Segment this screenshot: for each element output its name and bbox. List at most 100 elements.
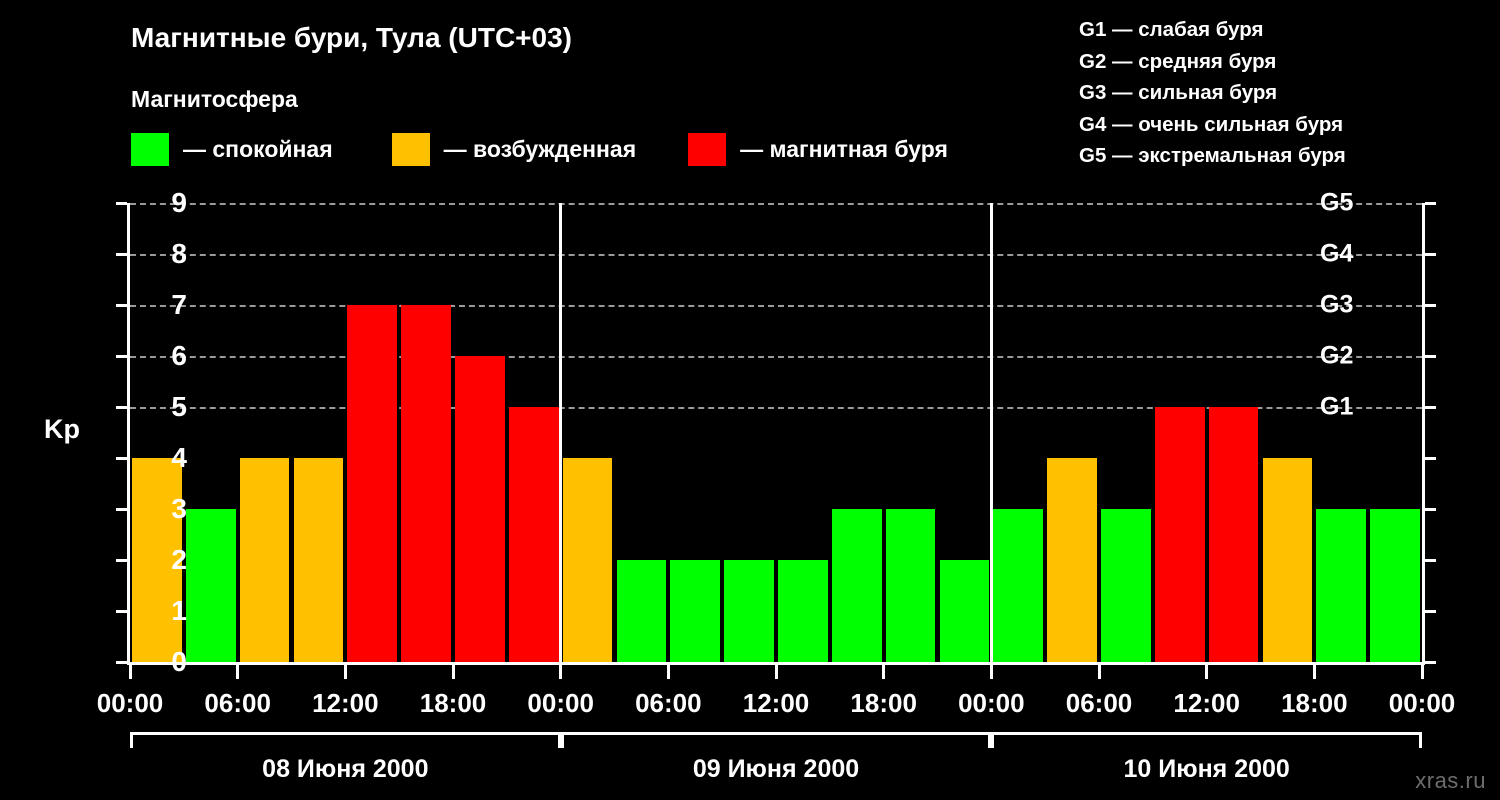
y-axis-label-0: 0 [171, 646, 187, 677]
x-tick [989, 662, 993, 679]
bar[interactable] [1208, 407, 1259, 662]
y-axis-label-7: 7 [171, 289, 187, 320]
g-scale-legend: G1 — слабая буря G2 — средняя буря G3 — … [1079, 14, 1346, 172]
x-tick [774, 662, 778, 679]
bar[interactable] [724, 560, 774, 662]
bar[interactable] [1262, 458, 1313, 662]
page-title: Магнитные бури, Тула (UTC+03) [131, 22, 572, 53]
g-tick-2 [1425, 558, 1436, 562]
day-bracket [130, 732, 561, 748]
bar[interactable] [778, 560, 828, 662]
magnetosphere-legend: — спокойная — возбужденная — магнитная б… [131, 131, 948, 167]
g-scale-line-g2: G2 — средняя буря [1079, 49, 1277, 73]
bar[interactable] [616, 560, 667, 662]
bar[interactable] [508, 407, 559, 662]
day-separator [989, 203, 993, 662]
legend-item-storm: — магнитная буря [688, 132, 948, 166]
y-axis-label-1: 1 [171, 595, 187, 626]
y-axis-label-9: 9 [171, 187, 187, 218]
y-tick-5 [116, 405, 127, 409]
day-bracket [560, 732, 992, 748]
legend-item-unsettled: — возбужденная [391, 132, 637, 166]
bar-series [130, 203, 1422, 662]
g-scale-line-g1: G1 — слабая буря [1079, 18, 1264, 41]
y-axis-title: Kp [44, 414, 80, 444]
x-axis-label: 00:00 [527, 688, 594, 718]
y-tick-3 [116, 507, 127, 511]
x-axis-label: 12:00 [312, 688, 379, 718]
y-axis-label-8: 8 [171, 238, 187, 269]
g-axis-label-g2: G2 [1320, 341, 1354, 370]
bar[interactable] [1370, 509, 1420, 662]
y-tick-6 [116, 354, 127, 358]
bar[interactable] [185, 509, 236, 662]
gridline-kp-9 [130, 203, 1422, 205]
g-tick-1 [1425, 609, 1436, 613]
g-tick-6 [1425, 354, 1436, 358]
bar[interactable] [1047, 458, 1097, 662]
x-axis-label: 18:00 [850, 688, 917, 718]
legend-item-quiet: — спокойная [131, 132, 333, 166]
y-tick-1 [116, 609, 127, 613]
bar[interactable] [885, 509, 936, 662]
x-axis-label: 12:00 [1173, 688, 1240, 718]
x-tick [451, 662, 455, 679]
y-tick-2 [116, 558, 127, 562]
legend-label-storm: — магнитная буря [740, 135, 948, 162]
x-tick [236, 662, 240, 679]
legend-label-quiet: — спокойная [183, 135, 333, 162]
g-scale-line-g3: G3 — сильная буря [1079, 81, 1278, 105]
g-axis-label-g5: G5 [1320, 188, 1354, 217]
g-tick-7 [1425, 303, 1436, 307]
x-tick [1097, 662, 1101, 679]
x-axis-label: 00:00 [958, 688, 1025, 718]
bar[interactable] [347, 305, 398, 662]
gridline-kp-6 [130, 356, 1422, 358]
x-axis-label: 06:00 [204, 688, 271, 718]
g-tick-9 [1425, 201, 1436, 205]
x-tick [1205, 662, 1209, 679]
x-tick [343, 662, 347, 679]
legend-label-unsettled: — возбужденная [443, 135, 637, 162]
bar[interactable] [132, 458, 182, 662]
legend-swatch-storm [688, 132, 727, 166]
y-axis-label-5: 5 [171, 391, 187, 422]
bar[interactable] [455, 356, 505, 662]
y-tick-8 [116, 252, 127, 256]
g-axis-label-g3: G3 [1320, 290, 1354, 319]
bar[interactable] [293, 458, 344, 662]
y-axis-line [127, 203, 130, 662]
y-axis-label-3: 3 [171, 493, 187, 524]
x-axis-label: 00:00 [96, 688, 164, 718]
y-axis-right-line [1422, 203, 1425, 662]
x-tick [1312, 662, 1316, 679]
x-tick [666, 662, 670, 679]
bar[interactable] [562, 458, 613, 662]
x-axis-label: 06:00 [635, 688, 702, 718]
y-axis-label-6: 6 [171, 340, 187, 371]
bar[interactable] [831, 509, 882, 662]
g-tick-8 [1425, 252, 1436, 256]
bar[interactable] [239, 458, 290, 662]
y-tick-0 [116, 660, 127, 664]
bar[interactable] [1154, 407, 1205, 662]
bar[interactable] [401, 305, 451, 662]
y-tick-7 [116, 303, 127, 307]
g-tick-5 [1425, 405, 1436, 409]
bar[interactable] [670, 560, 721, 662]
day-label: 09 Июня 2000 [692, 755, 860, 783]
bar[interactable] [1316, 509, 1367, 662]
bar[interactable] [993, 509, 1044, 662]
gridline-kp-8 [130, 254, 1422, 256]
day-label: 10 Июня 2000 [1123, 755, 1290, 783]
chart-plot-area [116, 201, 1436, 665]
bar[interactable] [939, 560, 990, 662]
x-axis-label: 12:00 [742, 688, 810, 718]
y-tick-4 [116, 456, 127, 460]
y-axis-label-2: 2 [171, 544, 187, 575]
legend-swatch-quiet [131, 132, 169, 166]
legend-swatch-unsettled [391, 132, 430, 166]
bar[interactable] [1101, 509, 1151, 662]
g-tick-3 [1425, 507, 1436, 511]
g-axis-label-g1: G1 [1320, 392, 1354, 421]
